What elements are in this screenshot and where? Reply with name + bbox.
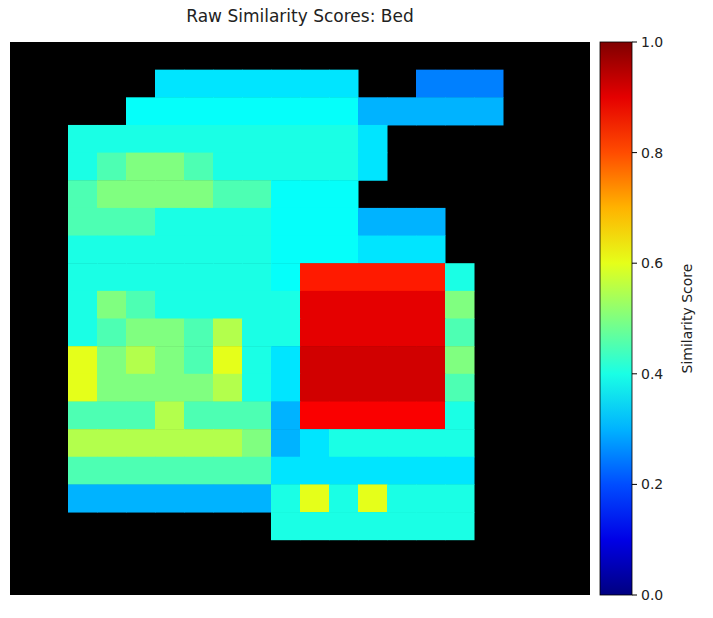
svg-text:0.0: 0.0	[641, 587, 663, 603]
svg-text:1.0: 1.0	[641, 34, 663, 50]
svg-text:0.4: 0.4	[641, 366, 663, 382]
svg-text:Similarity Score: Similarity Score	[679, 264, 695, 374]
svg-text:0.6: 0.6	[641, 255, 663, 271]
svg-text:0.8: 0.8	[641, 145, 663, 161]
svg-text:0.2: 0.2	[641, 476, 663, 492]
html-text:Raw Similarity Scores: Bed: Raw Similarity Scores: Bed	[186, 6, 414, 26]
